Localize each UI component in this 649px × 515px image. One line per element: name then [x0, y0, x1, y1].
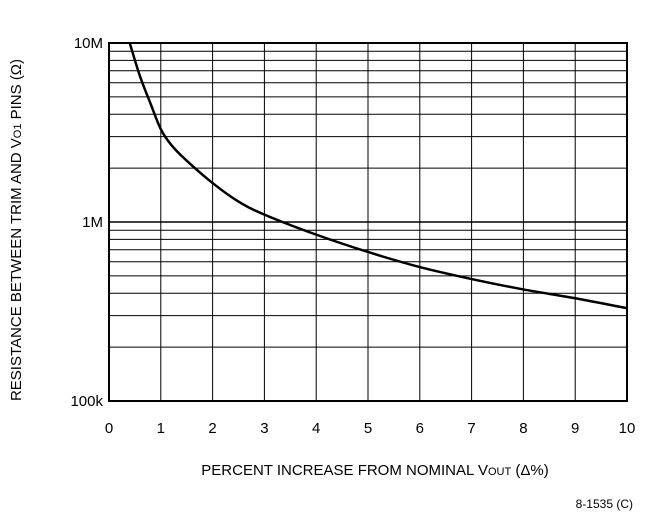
x-tick-label: 8: [519, 420, 527, 437]
x-tick-label: 10: [619, 420, 636, 437]
x-tick-label: 0: [105, 420, 113, 437]
series-line-0: [128, 42, 628, 310]
plot-frame: [108, 42, 628, 402]
x-tick-label: 4: [312, 420, 320, 437]
y-tick-label: 10M: [74, 35, 103, 52]
x-tick-label: 5: [364, 420, 372, 437]
y-tick-label: 1M: [82, 214, 103, 231]
y-tick-labels: 100k 1M 10M: [70, 35, 103, 410]
grid: [109, 43, 627, 401]
y-axis-label: RESISTANCE BETWEEN TRIM AND VO1 PINS (Ω): [8, 59, 25, 401]
x-tick-label: 9: [571, 420, 579, 437]
figure-id: 8-1535 (C): [576, 497, 633, 511]
x-tick-label: 7: [467, 420, 475, 437]
x-tick-label: 6: [416, 420, 424, 437]
x-tick-labels: 0 1 2 3 4 5 6 7 8 9 10: [105, 420, 636, 437]
y-tick-label: 100k: [70, 393, 103, 410]
x-tick-label: 3: [260, 420, 268, 437]
x-tick-label: 2: [208, 420, 216, 437]
x-axis-label: PERCENT INCREASE FROM NOMINAL VOUT (Δ%): [201, 462, 548, 479]
x-tick-label: 1: [157, 420, 165, 437]
